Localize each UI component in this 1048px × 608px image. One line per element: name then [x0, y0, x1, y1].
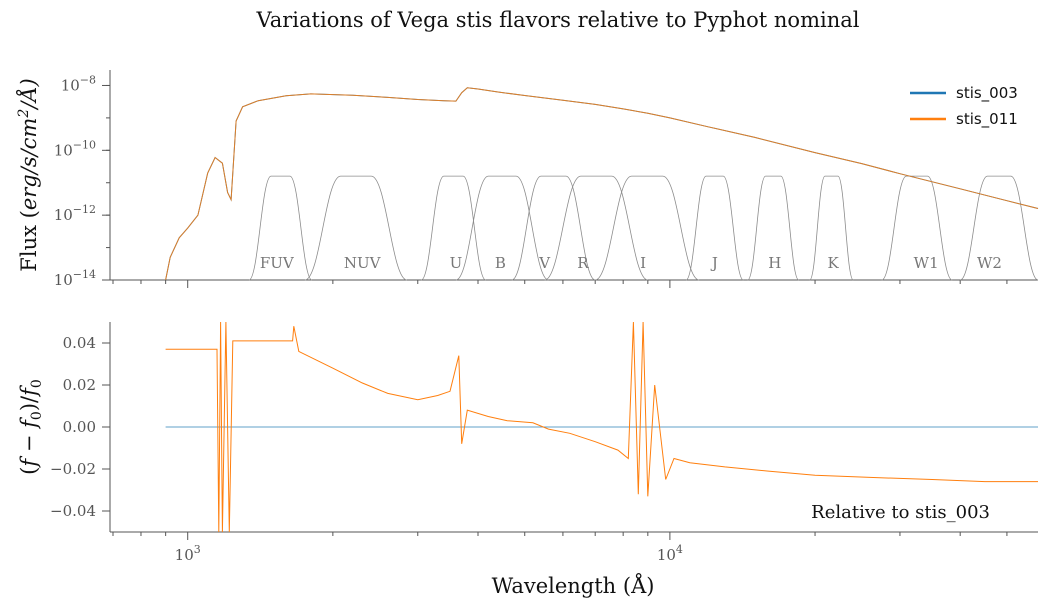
x-tick-label: 104: [657, 543, 683, 564]
top-series-stis_003: [165, 87, 1039, 281]
band-curve: [881, 175, 953, 281]
band-curve: [455, 175, 549, 281]
band-curve: [959, 175, 1039, 281]
relative-annotation: Relative to stis_003: [811, 502, 990, 523]
band-curve: [544, 175, 648, 281]
bottom-y-tick-label: −0.02: [50, 460, 96, 478]
legend: stis_003 stis_011: [910, 84, 1018, 129]
band-curve: [809, 175, 854, 281]
band-label: R: [577, 254, 589, 272]
band-curve: [248, 175, 313, 281]
top-y-tick-label: 10−10: [54, 138, 96, 159]
top-y-tick-label: 10−12: [54, 203, 96, 224]
band-curve: [595, 175, 700, 281]
chart-title: Variations of Vega stis flavors relative…: [256, 8, 860, 32]
top-y-tick-label: 10−8: [61, 73, 96, 94]
bottom-y-tick-label: 0.04: [63, 334, 96, 352]
bottom-y-tick-label: 0.00: [63, 418, 96, 436]
x-axis-label: Wavelength (Å): [492, 573, 655, 598]
band-label: J: [710, 254, 718, 272]
bottom-series-stis_011: [165, 321, 1038, 533]
band-curve: [685, 175, 744, 281]
band-label: H: [768, 254, 781, 272]
band-label: U: [450, 254, 463, 272]
band-label: W2: [977, 254, 1002, 272]
band-label: V: [538, 254, 551, 272]
band-curve: [747, 175, 800, 281]
band-curve: [420, 175, 487, 281]
bottom-y-tick-label: −0.04: [50, 502, 96, 520]
band-label: K: [827, 254, 839, 272]
top-y-tick-label: 10−14: [54, 268, 96, 289]
x-tick-label: 103: [175, 543, 201, 564]
legend-label: stis_011: [956, 110, 1018, 129]
band-label: W1: [914, 254, 939, 272]
bottom-y-tick-label: 0.02: [63, 376, 96, 394]
top-panel: 10−8 10−10 10−12 10−14 FUV NUV U B V R I J H K W1 W2 sti…: [16, 70, 1039, 289]
band-label: FUV: [260, 254, 295, 272]
bottom-y-axis-label: (f − f0)/f0: [17, 379, 45, 475]
band-label: NUV: [344, 254, 382, 272]
band-label: B: [495, 254, 506, 272]
band-curve: [511, 175, 596, 281]
bottom-panel: 103 104 0.04 0.02 0.00 −0.02 −0.04 (f − f0)/f0: [17, 321, 1038, 564]
band-curve: [304, 175, 408, 281]
top-y-axis-label: Flux (erg/s/cm2/Å): [16, 78, 41, 271]
top-series-stis_011: [165, 87, 1039, 281]
band-label: I: [640, 254, 646, 272]
legend-label: stis_003: [956, 84, 1018, 103]
